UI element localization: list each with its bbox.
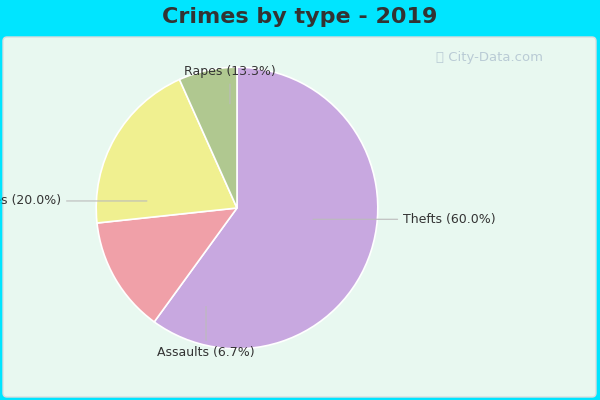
Text: Crimes by type - 2019: Crimes by type - 2019 bbox=[163, 7, 437, 27]
Text: Assaults (6.7%): Assaults (6.7%) bbox=[157, 306, 255, 359]
Wedge shape bbox=[154, 67, 378, 349]
Text: Thefts (60.0%): Thefts (60.0%) bbox=[313, 213, 496, 226]
Wedge shape bbox=[96, 80, 237, 223]
Text: Rapes (13.3%): Rapes (13.3%) bbox=[184, 66, 276, 104]
FancyBboxPatch shape bbox=[3, 37, 596, 397]
Wedge shape bbox=[179, 67, 237, 208]
Wedge shape bbox=[97, 208, 237, 322]
Text: ⓘ City-Data.com: ⓘ City-Data.com bbox=[437, 52, 544, 64]
Text: Burglaries (20.0%): Burglaries (20.0%) bbox=[0, 194, 147, 208]
